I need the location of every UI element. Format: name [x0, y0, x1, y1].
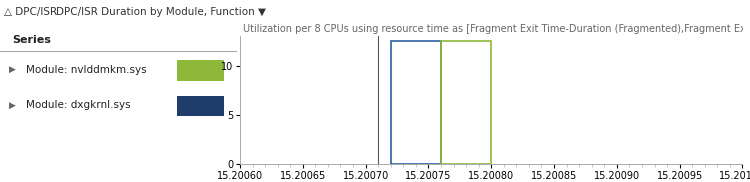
Text: Utilization per 8 CPUs using resource time as [Fragment Exit Time-Duration (Frag: Utilization per 8 CPUs using resource ti… — [242, 24, 750, 34]
Text: △ DPC/ISR: △ DPC/ISR — [4, 7, 57, 17]
Text: ▶: ▶ — [10, 101, 16, 110]
Bar — [177, 96, 224, 116]
Bar — [177, 60, 224, 81]
Text: ▶: ▶ — [10, 65, 16, 74]
Text: DPC/ISR Duration by Module, Function ▼: DPC/ISR Duration by Module, Function ▼ — [56, 7, 266, 17]
Text: Module: dxgkrnl.sys: Module: dxgkrnl.sys — [26, 100, 130, 110]
Text: Series: Series — [12, 35, 51, 45]
Bar — [441, 41, 491, 164]
Text: Module: nvlddmkm.sys: Module: nvlddmkm.sys — [26, 65, 146, 75]
Bar — [391, 41, 441, 164]
